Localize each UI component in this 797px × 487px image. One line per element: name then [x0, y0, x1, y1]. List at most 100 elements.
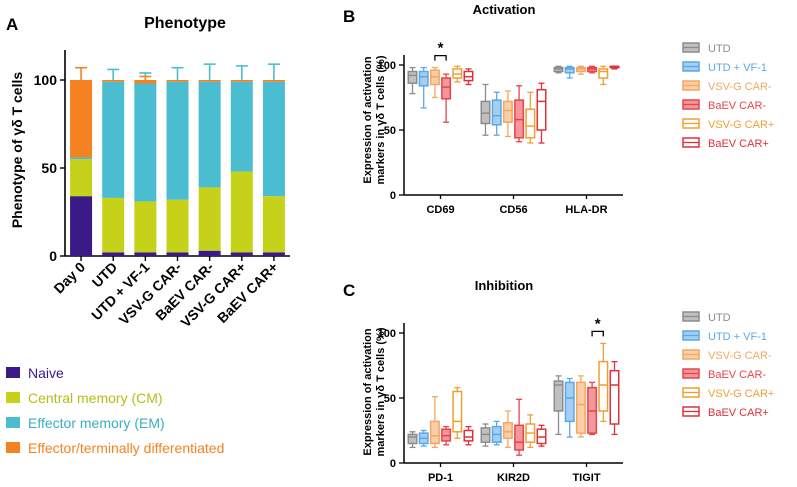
panel-c-inhibition-chart: Inhibition Expression of activation mark… [362, 278, 623, 484]
legend-swatch-etd [6, 442, 20, 453]
panel-label-c: C [343, 281, 355, 300]
panel-a-bars [70, 63, 285, 256]
panel-c-plot: 0 50 100 PD-1 KIR2D TIGIT * [378, 315, 623, 484]
box-vsv-g-car- [502, 100, 513, 123]
ytick-label: 50 [384, 125, 396, 137]
panel-b-legend: UTD UTD + VF-1 VSV-G CAR- BaEV CAR- VSV-G CA… [682, 42, 774, 150]
bar-em [198, 81, 221, 188]
panel-a-legend: Naive Central memory (CM) Effector memor… [6, 365, 224, 456]
box-baev-car- [441, 77, 452, 100]
legend-label: VSV-G CAR+ [708, 119, 774, 131]
bar-naive [70, 196, 93, 256]
panel-b-ylabel-line2: markers in γδ T cells (%) [375, 55, 387, 184]
ytick-label: 0 [390, 190, 396, 202]
significance-bracket [434, 54, 447, 61]
panel-c-title: Inhibition [475, 278, 534, 293]
bar-em [262, 81, 285, 197]
bar-em [230, 81, 253, 172]
panel-c-legend: UTD UTD + VF-1 VSV-G CAR- BaEV CAR- VSV-G CA… [682, 311, 774, 419]
box-vsv-g-car- [502, 421, 513, 440]
bar-em [70, 157, 93, 160]
box-utd [407, 70, 418, 84]
bar-etd [70, 80, 93, 158]
legend-label-em: Effector memory (EM) [28, 415, 165, 431]
legend-label: BaEV CAR- [708, 369, 766, 381]
box-baev-car- [514, 424, 525, 451]
bar-etd [230, 80, 253, 82]
legend-label: BaEV CAR+ [708, 138, 769, 150]
legend-label: UTD [708, 43, 731, 55]
box-vsv-g-car- [598, 68, 609, 79]
bar-cm [102, 197, 125, 253]
bar-cm [262, 196, 285, 253]
legend-label: UTD + VF-1 [708, 331, 767, 343]
ytick-label: 0 [390, 458, 396, 470]
bar-naive [262, 252, 285, 256]
box-utd-vf-1 [418, 70, 429, 87]
bar-naive [102, 252, 125, 256]
panel-a-phenotype-chart: Phenotype Phenotype of γδ T cells 0 50 100… [9, 15, 290, 330]
panel-b-plot: 0 50 100 CD69 CD56 HLA-DR * [378, 40, 623, 216]
bar-naive [230, 252, 253, 256]
box-utd [553, 380, 564, 412]
bar-naive [134, 252, 157, 256]
legend-label: VSV-G CAR+ [708, 388, 774, 400]
ytick-label: 100 [378, 60, 396, 72]
box-baev-car- [536, 88, 547, 131]
panel-a-xtick-label: Day 0 [50, 259, 88, 297]
bar-cm [70, 159, 93, 197]
legend-label-etd: Effector/terminally differentiated [28, 440, 224, 456]
bar-etd [198, 80, 221, 82]
panel-c-ylabel-line2: markers in γδ T cells (%) [375, 327, 387, 456]
legend-swatch-naive [6, 367, 20, 378]
bar-etd [134, 80, 157, 84]
bar-etd [102, 80, 125, 82]
bar-em [134, 83, 157, 202]
bar-naive [166, 252, 189, 256]
box-vsv-g-car- [429, 420, 440, 445]
legend-swatch-em [6, 417, 20, 428]
panel-c-ylabel-line1: Expression of activation [362, 328, 374, 455]
bar-cm [230, 171, 253, 253]
legend-label: VSV-G CAR- [708, 81, 772, 93]
panel-b-ylabel-line1: Expression of activation [362, 56, 374, 183]
box-vsv-g-car- [575, 381, 586, 434]
panel-a-ytick-label: 100 [34, 72, 58, 88]
significance-star: * [595, 315, 601, 332]
legend-label: BaEV CAR+ [708, 407, 769, 419]
panel-a-title: Phenotype [144, 15, 226, 32]
box-baev-car- [463, 429, 474, 442]
box-vsv-g-car- [525, 108, 536, 139]
bar-cm [134, 201, 157, 253]
legend-label-naive: Naive [28, 365, 64, 381]
bar-cm [198, 187, 221, 251]
xtick-label: PD-1 [428, 472, 453, 484]
panel-a-ytick-label: 0 [49, 248, 57, 264]
box-baev-car- [609, 369, 620, 425]
box-utd-vf-1 [564, 66, 575, 74]
panel-b-title: Activation [473, 2, 536, 17]
significance-bracket [591, 330, 604, 337]
legend-label: VSV-G CAR- [708, 350, 772, 362]
panel-b-activation-chart: Activation Expression of activation mark… [362, 2, 623, 216]
panel-label-a: A [6, 15, 18, 34]
legend-label: BaEV CAR- [708, 100, 766, 112]
box-vsv-g-car- [452, 390, 463, 433]
xtick-label: KIR2D [497, 472, 530, 484]
box-utd-vf-1 [564, 381, 575, 423]
bar-em [102, 81, 125, 198]
legend-label: UTD + VF-1 [708, 62, 767, 74]
ytick-label: 50 [384, 393, 396, 405]
panel-label-b: B [343, 7, 355, 26]
ytick-label: 100 [378, 328, 396, 340]
xtick-label: CD69 [426, 204, 454, 216]
bar-em [166, 81, 189, 200]
panel-a-ytick-label: 50 [41, 160, 57, 176]
xtick-label: TIGIT [572, 472, 600, 484]
legend-label-cm: Central memory (CM) [28, 390, 163, 406]
box-vsv-g-car- [598, 360, 609, 412]
legend-label: UTD [708, 312, 731, 324]
box-utd [407, 433, 418, 445]
